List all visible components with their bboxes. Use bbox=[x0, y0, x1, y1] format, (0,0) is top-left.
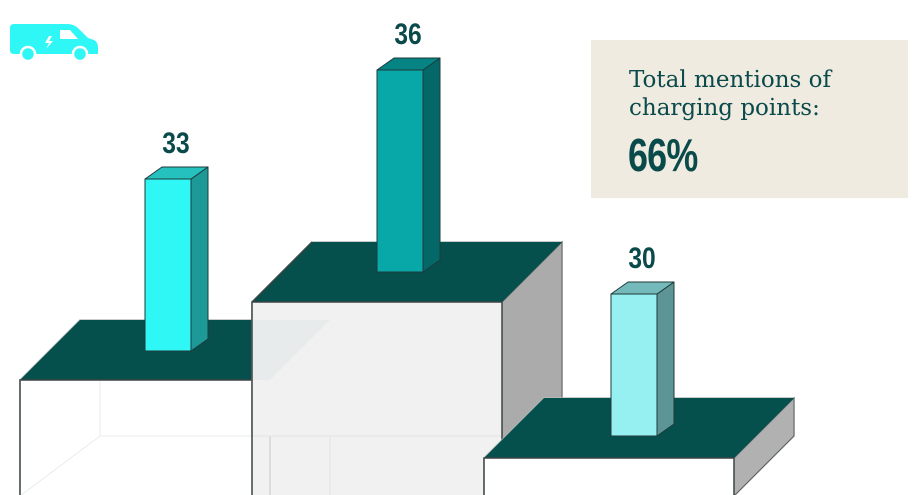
bar bbox=[376, 57, 441, 273]
bars bbox=[144, 57, 675, 437]
info-value: 66% bbox=[628, 129, 698, 181]
bar-front bbox=[376, 69, 424, 273]
bar-front bbox=[144, 178, 192, 352]
van-icon bbox=[10, 24, 98, 63]
bar bbox=[144, 166, 209, 352]
bar bbox=[610, 281, 675, 437]
bar-side bbox=[190, 166, 209, 352]
bar-value-label: 30 bbox=[628, 241, 655, 275]
info-box: Total mentions of charging points: 66% bbox=[591, 40, 908, 198]
bar-front bbox=[610, 293, 658, 437]
value-labels: 33 36 30 bbox=[162, 17, 655, 275]
bar-side bbox=[656, 281, 675, 437]
info-label: Total mentions of charging points: bbox=[629, 67, 831, 121]
bar-side bbox=[422, 57, 441, 273]
bar-value-label: 33 bbox=[162, 126, 189, 160]
bar-value-label: 36 bbox=[394, 17, 421, 51]
